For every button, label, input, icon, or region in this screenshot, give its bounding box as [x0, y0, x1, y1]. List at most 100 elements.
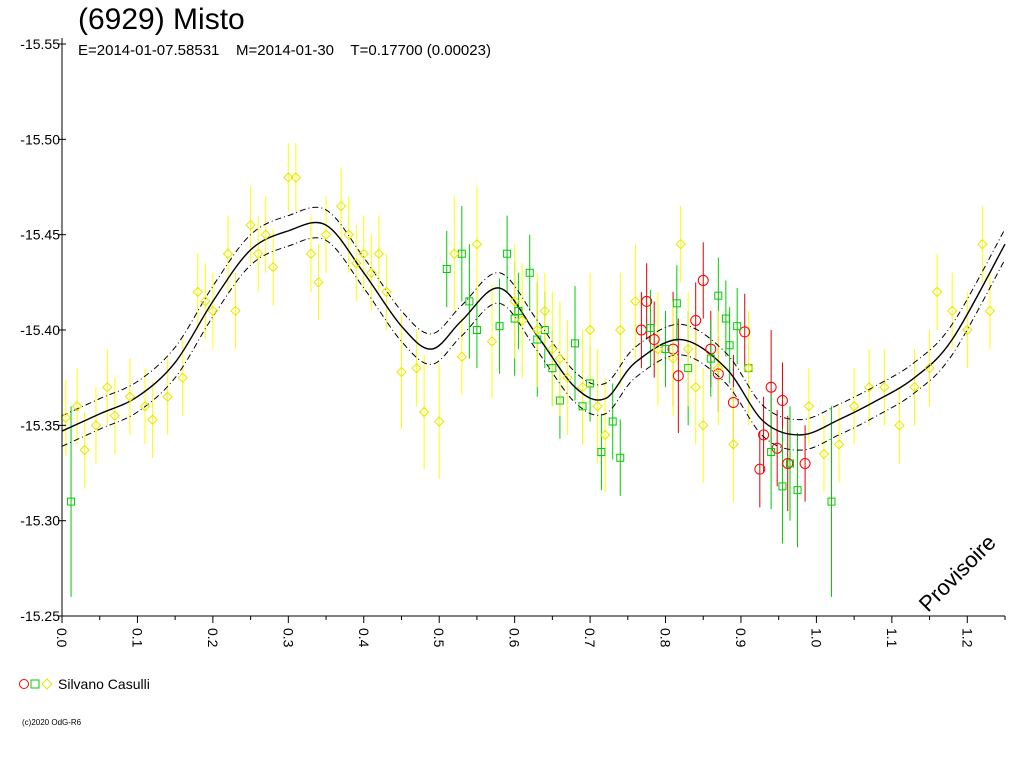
x-tick-label: 0.6 [507, 628, 523, 648]
x-tick-label: 0.8 [658, 628, 674, 648]
data-point-diamond [192, 286, 203, 298]
chart-title: (6929) Misto [78, 3, 245, 36]
x-tick-label: 0.9 [733, 628, 749, 648]
x-tick-label: 0.4 [356, 628, 372, 648]
x-tick-label: 0.2 [205, 628, 221, 648]
y-tick-label: -15.50 [20, 131, 60, 147]
data-point-diamond [396, 366, 407, 378]
x-tick-label: 0.3 [280, 628, 296, 648]
data-point-square [510, 314, 519, 323]
data-point-diamond [139, 401, 151, 412]
data-points [60, 172, 996, 506]
data-point-diamond [147, 414, 158, 425]
legend-label: Silvano Casulli [58, 676, 150, 692]
data-point-square [514, 306, 523, 315]
data-point-square [495, 322, 504, 331]
data-point-square [533, 335, 542, 344]
x-tick-label: 1.1 [884, 628, 900, 648]
data-point-diamond [177, 372, 188, 383]
data-point-square [672, 299, 681, 308]
data-point-diamond [260, 229, 271, 240]
data-point-diamond [577, 381, 588, 393]
data-point-square [646, 324, 655, 333]
data-point-square [721, 314, 730, 323]
data-point-diamond [268, 261, 279, 273]
data-point-diamond [124, 391, 136, 402]
data-point-diamond [358, 248, 369, 259]
data-point-diamond [977, 238, 988, 250]
data-point-circle [705, 343, 717, 355]
data-point-diamond [879, 381, 890, 393]
data-point-circle [799, 457, 811, 469]
data-point-diamond [60, 412, 71, 423]
data-point-diamond [667, 353, 679, 364]
data-point-diamond [584, 324, 596, 336]
data-point-circle [758, 429, 770, 441]
data-point-diamond [245, 219, 256, 231]
data-point-diamond [599, 429, 611, 441]
data-point-diamond [449, 248, 460, 259]
data-point-diamond [509, 296, 520, 307]
data-point-diamond [305, 248, 317, 259]
y-tick-label: -15.55 [20, 36, 60, 52]
data-point-square [597, 448, 606, 457]
data-point-diamond [516, 315, 528, 326]
data-point-diamond [630, 296, 641, 307]
data-point-square [616, 453, 625, 462]
data-point-square [578, 402, 587, 411]
x-tick-label: 0.7 [582, 628, 598, 648]
legend: Silvano Casulli [18, 674, 150, 694]
copyright-notice: (c)2020 OdG-R6 [22, 718, 82, 727]
data-point-diamond [652, 343, 664, 355]
data-point-circle [782, 457, 794, 469]
axes: -15.55 -15.50 -15.45 -15.40 -15.35 -15.30 -15.… [20, 36, 1006, 648]
data-point-square [744, 364, 753, 373]
data-point-square [472, 326, 481, 334]
data-point-square [778, 482, 787, 491]
data-point-square [525, 268, 534, 277]
data-point-diamond [102, 381, 113, 393]
data-point-diamond [486, 336, 498, 347]
data-point-diamond [547, 343, 558, 355]
fit-curve [61, 206, 1006, 451]
lightcurve-chart: -15.55 -15.50 -15.45 -15.40 -15.35 -15.30 -15.… [20, 36, 1006, 648]
data-point-diamond [79, 444, 90, 456]
data-point-diamond [207, 305, 219, 317]
y-tick-label: -15.45 [20, 227, 60, 243]
data-point-diamond [252, 248, 264, 259]
data-point-square [67, 497, 76, 506]
data-point-diamond [728, 439, 739, 450]
data-point-square [785, 459, 794, 468]
data-point-circle [635, 324, 647, 336]
y-tick-label: -15.35 [20, 417, 60, 433]
data-point-circle [776, 395, 788, 407]
data-point-diamond [90, 420, 102, 431]
data-point-diamond [109, 410, 121, 422]
fit-curve-lower-band [61, 237, 1006, 451]
chart-subtitle: E=2014-01-07.58531 M=2014-01-30 T=0.1770… [78, 42, 491, 59]
data-point-diamond [562, 372, 573, 383]
data-point-diamond [373, 248, 385, 259]
data-point-diamond [162, 391, 173, 402]
data-point-diamond [283, 172, 294, 183]
data-point-diamond [713, 362, 724, 374]
data-point-diamond [682, 343, 694, 355]
data-point-diamond [675, 238, 686, 250]
data-point-diamond [946, 305, 958, 317]
fit-curve-line [61, 221, 1006, 436]
data-point-diamond [615, 324, 626, 336]
x-tick-label: 0.1 [129, 628, 145, 648]
provisional-watermark: Provisoire [914, 530, 1001, 617]
data-point-diamond [690, 381, 701, 393]
x-tick-label: 1.2 [959, 628, 975, 648]
data-point-diamond [471, 238, 483, 250]
data-point-diamond [743, 362, 754, 374]
data-point-square [570, 339, 579, 348]
data-point-diamond [833, 439, 845, 450]
data-point-diamond [343, 229, 354, 240]
data-point-square [548, 364, 557, 373]
data-point-diamond [456, 351, 468, 362]
data-point-diamond [924, 362, 935, 374]
data-point-diamond [554, 353, 566, 364]
y-tick-label: -15.30 [20, 513, 60, 529]
